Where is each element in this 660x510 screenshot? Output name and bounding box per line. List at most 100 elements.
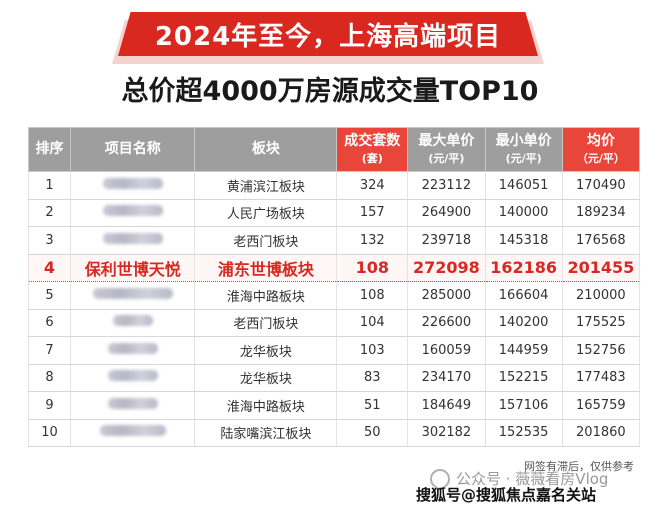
cell-max-price: 264900 bbox=[407, 199, 486, 227]
cell-project-blurred bbox=[69, 281, 196, 310]
cell-rank: 6 bbox=[28, 309, 71, 337]
cell-min-price: 157106 bbox=[484, 391, 563, 420]
cell-min-price: 152535 bbox=[484, 419, 563, 447]
table-row-highlighted: 4 保利世博天悦 浦东世博板块 108 272098 162186 201455 bbox=[28, 253, 641, 282]
cell-max-price: 184649 bbox=[407, 391, 486, 420]
cell-avg-price: 170490 bbox=[561, 171, 641, 200]
header-avg-price: 均价 （元/平） bbox=[561, 127, 641, 172]
cell-avg-price: 177483 bbox=[561, 364, 641, 392]
header-volume-unit: (套) bbox=[361, 151, 383, 165]
blurred-project-name bbox=[107, 370, 158, 382]
header-min-price-label: 最小单价 bbox=[495, 132, 552, 149]
cell-rank: 2 bbox=[28, 199, 71, 227]
cell-project: 保利世博天悦 bbox=[69, 253, 196, 282]
table-row: 10 陆家嘴滨江板块 50 302182 152535 201860 bbox=[28, 419, 641, 447]
cell-avg-price: 210000 bbox=[561, 281, 641, 310]
blurred-project-name bbox=[102, 177, 163, 189]
cell-project-blurred bbox=[69, 391, 196, 420]
cell-district: 黄浦滨江板块 bbox=[194, 171, 338, 200]
cell-volume: 50 bbox=[336, 419, 409, 447]
cell-volume: 157 bbox=[336, 199, 409, 227]
cell-project-blurred bbox=[69, 199, 196, 227]
cell-min-price: 145318 bbox=[484, 226, 563, 255]
cell-rank: 1 bbox=[28, 171, 71, 200]
cell-rank: 10 bbox=[28, 419, 71, 447]
cell-project-blurred bbox=[69, 171, 196, 200]
cell-project-blurred bbox=[69, 364, 196, 392]
cell-rank: 7 bbox=[28, 336, 71, 365]
cell-rank: 3 bbox=[28, 226, 71, 255]
cell-district: 老西门板块 bbox=[194, 309, 338, 337]
wechat-logo-icon bbox=[430, 468, 450, 489]
blurred-project-name bbox=[99, 425, 166, 437]
header-avg-price-label: 均价 bbox=[586, 132, 615, 149]
header-max-price-unit: (元/平) bbox=[428, 151, 465, 165]
blurred-project-name bbox=[102, 232, 163, 244]
cell-min-price: 140200 bbox=[484, 309, 563, 337]
cell-max-price: 239718 bbox=[407, 226, 486, 255]
table-row: 3 老西门板块 132 239718 145318 176568 bbox=[28, 226, 641, 255]
header-min-price-unit: (元/平) bbox=[505, 151, 542, 165]
cell-project-blurred bbox=[69, 419, 196, 447]
header-min-price: 最小单价 (元/平) bbox=[484, 127, 563, 172]
cell-max-price: 160059 bbox=[407, 336, 486, 365]
cell-max-price: 234170 bbox=[407, 364, 486, 392]
header-volume-label: 成交套数 bbox=[344, 132, 401, 149]
cell-district: 淮海中路板块 bbox=[194, 391, 338, 420]
cell-volume: 51 bbox=[336, 391, 409, 420]
cell-volume: 108 bbox=[336, 281, 409, 310]
table-row: 9 淮海中路板块 51 184649 157106 165759 bbox=[28, 391, 641, 420]
cell-rank: 8 bbox=[28, 364, 71, 392]
cell-min-price: 152215 bbox=[484, 364, 563, 392]
blurred-project-name bbox=[107, 342, 158, 354]
header-max-price-label: 最大单价 bbox=[418, 132, 475, 149]
cell-max-price: 302182 bbox=[407, 419, 486, 447]
cell-volume: 324 bbox=[336, 171, 409, 200]
sohu-watermark: 搜狐号@搜狐焦点嘉名关站 bbox=[416, 486, 597, 504]
blurred-project-name bbox=[107, 397, 158, 409]
cell-avg-price: 165759 bbox=[561, 391, 641, 420]
table-row: 8 龙华板块 83 234170 152215 177483 bbox=[28, 364, 641, 392]
header-rank: 排序 bbox=[28, 127, 71, 172]
cell-rank: 4 bbox=[28, 253, 71, 282]
cell-avg-price: 176568 bbox=[561, 226, 641, 255]
header-volume: 成交套数 (套) bbox=[336, 127, 409, 172]
table-row: 1 黄浦滨江板块 324 223112 146051 170490 bbox=[28, 171, 641, 200]
cell-min-price: 166604 bbox=[484, 281, 563, 310]
footnote: 网签有滞后，仅供参考 bbox=[524, 460, 634, 473]
cell-project-blurred bbox=[69, 336, 196, 365]
header-project: 项目名称 bbox=[69, 127, 196, 172]
cell-min-price: 140000 bbox=[484, 199, 563, 227]
cell-district: 陆家嘴滨江板块 bbox=[194, 419, 338, 447]
header-district: 板块 bbox=[194, 127, 338, 172]
cell-avg-price: 189234 bbox=[561, 199, 641, 227]
blurred-project-name bbox=[112, 315, 153, 327]
cell-avg-price: 175525 bbox=[561, 309, 641, 337]
table-row: 6 老西门板块 104 226600 140200 175525 bbox=[28, 309, 641, 337]
header-avg-price-unit: （元/平） bbox=[576, 151, 625, 165]
blurred-project-name bbox=[92, 287, 173, 299]
cell-volume: 103 bbox=[336, 336, 409, 365]
cell-district: 人民广场板块 bbox=[194, 199, 338, 227]
cell-avg-price: 201455 bbox=[561, 253, 641, 282]
cell-rank: 5 bbox=[28, 281, 71, 310]
header-max-price: 最大单价 (元/平) bbox=[407, 127, 486, 172]
table-row: 7 龙华板块 103 160059 144959 152756 bbox=[28, 336, 641, 365]
ranking-table: 排序 项目名称 板块 成交套数 (套) 最大单价 (元/平) 最小单价 (元/平… bbox=[28, 127, 641, 447]
table-row: 5 淮海中路板块 108 285000 166604 210000 bbox=[28, 281, 641, 310]
blurred-project-name bbox=[102, 205, 163, 217]
cell-max-price: 226600 bbox=[407, 309, 486, 337]
cell-volume: 108 bbox=[336, 253, 409, 282]
page-title: 总价超4000万房源成交量TOP10 bbox=[121, 76, 539, 107]
cell-max-price: 223112 bbox=[407, 171, 486, 200]
cell-avg-price: 201860 bbox=[561, 419, 641, 447]
cell-district: 淮海中路板块 bbox=[194, 281, 338, 310]
cell-district: 浦东世博板块 bbox=[194, 253, 338, 282]
wechat-watermark: 公众号 · 薇薇看房Vlog bbox=[430, 468, 608, 489]
cell-volume: 83 bbox=[336, 364, 409, 392]
cell-avg-price: 152756 bbox=[561, 336, 641, 365]
table-header-row: 排序 项目名称 板块 成交套数 (套) 最大单价 (元/平) 最小单价 (元/平… bbox=[28, 127, 641, 172]
cell-max-price: 272098 bbox=[407, 253, 486, 282]
cell-district: 龙华板块 bbox=[194, 336, 338, 365]
cell-project-blurred bbox=[69, 309, 196, 337]
